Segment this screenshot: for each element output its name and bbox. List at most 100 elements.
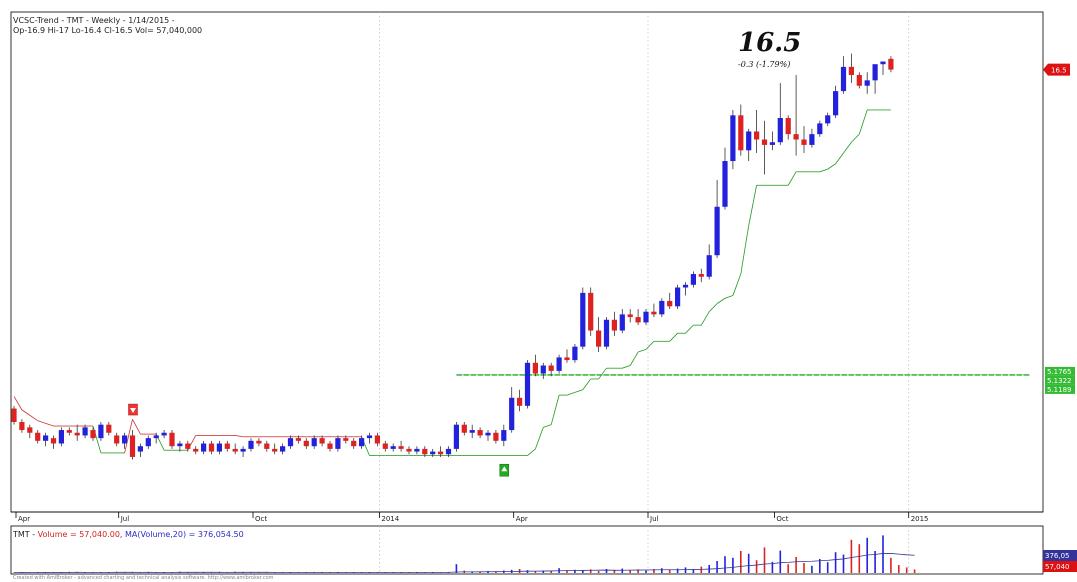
candle-up: [730, 115, 736, 162]
trail-stop-segment: [527, 448, 536, 456]
candle-down: [295, 438, 301, 441]
candle-up: [122, 435, 128, 444]
candle-up: [572, 346, 578, 361]
ohlc-readout: Op-16.9 Hi-17 Lo-16.4 Cl-16.5 Vol= 57,04…: [13, 26, 203, 35]
sell-arrow-icon: [130, 408, 136, 414]
candle-up: [619, 314, 625, 331]
candle-down: [114, 435, 120, 444]
x-tick-label: Jul: [649, 515, 659, 523]
trail-stop-segment: [700, 311, 710, 326]
trail-stop-segment: [835, 152, 844, 164]
trail-stop-segment: [37, 420, 46, 424]
trail-stop-segment: [535, 427, 544, 450]
trail-stop-segment: [827, 163, 836, 170]
candle-down: [611, 319, 617, 331]
candle-up: [690, 274, 696, 285]
trail-stop-segment: [740, 225, 750, 275]
price-pane-frame: [10, 11, 1044, 513]
candle-down: [532, 362, 538, 374]
candle-down: [11, 408, 17, 422]
candle-down: [256, 440, 262, 444]
candle-up: [840, 66, 847, 92]
candle-down: [90, 430, 96, 439]
candle-up: [659, 300, 665, 315]
trail-stop-segment: [132, 419, 141, 435]
x-tick-label: 2014: [381, 515, 399, 523]
trail-stop-segment: [858, 109, 868, 135]
support-tag-label: 5.1765: [1047, 368, 1072, 376]
trail-stop-segment: [543, 424, 552, 428]
candle-up: [153, 435, 159, 439]
candle-down: [754, 131, 760, 140]
candle-up: [280, 446, 286, 452]
candle-up: [414, 448, 420, 452]
candle-up: [817, 123, 823, 135]
candle-down: [548, 365, 554, 371]
candle-down: [738, 115, 744, 151]
candle-up: [201, 443, 207, 452]
candle-down: [264, 443, 270, 449]
trail-stop-segment: [21, 409, 31, 416]
chart-title: VCSC-Trend - TMT - Weekly - 1/14/2015 -: [13, 16, 175, 25]
candle-up: [872, 64, 878, 81]
candle-down: [856, 74, 862, 86]
candle-down: [208, 443, 215, 452]
candle-up: [137, 446, 143, 452]
trail-stop-segment: [598, 367, 607, 380]
candle-down: [438, 451, 444, 455]
candle-down: [319, 438, 325, 444]
price-change: -0.3 (-1.79%): [738, 60, 791, 69]
candle-down: [588, 292, 594, 331]
candle-down: [651, 311, 657, 315]
trail-stop-segment: [124, 419, 133, 454]
candle-down: [27, 427, 33, 433]
candle-down: [793, 134, 799, 140]
volume-tag-label: 57,040: [1045, 563, 1070, 571]
candle-up: [643, 311, 649, 323]
support-tag-label: 5.1189: [1047, 386, 1072, 394]
candle-down: [106, 424, 112, 433]
candle-down: [185, 443, 191, 449]
candle-down: [327, 443, 333, 449]
trail-stop-segment: [787, 171, 797, 186]
candle-down: [667, 300, 673, 307]
candle-down: [801, 139, 807, 145]
candle-up: [240, 448, 246, 452]
candle-up: [809, 134, 815, 145]
trail-stop-segment: [13, 396, 23, 411]
candle-up: [769, 142, 775, 145]
volume-ma-tag: [1043, 550, 1077, 561]
trail-stop-segment: [29, 414, 38, 421]
candle-down: [50, 438, 57, 444]
candle-down: [517, 397, 523, 406]
candle-up: [524, 362, 531, 406]
x-tick-label: 2015: [911, 515, 929, 523]
candle-down: [351, 440, 357, 447]
x-tick-label: Oct: [776, 515, 788, 523]
candle-down: [888, 58, 894, 70]
last-price-tag-label: 16.5: [1051, 67, 1067, 75]
candle-up: [248, 440, 254, 449]
trail-stop-segment: [550, 394, 560, 425]
candle-up: [390, 446, 396, 449]
volume-title: TMT - Volume = 57,040.00, MA(Volume,20) …: [13, 530, 244, 539]
candle-down: [66, 430, 72, 433]
trail-stop-segment: [843, 141, 852, 154]
volume-ma-line: [13, 553, 915, 573]
candle-up: [777, 118, 783, 143]
last-price-tag: [1043, 63, 1070, 76]
candle-down: [374, 435, 380, 444]
credit-footer: Created with AmiBroker - advanced charti…: [13, 575, 274, 581]
candle-up: [430, 451, 436, 455]
candle-down: [477, 430, 483, 436]
candle-down: [761, 139, 768, 145]
candle-up: [556, 357, 562, 371]
candle-up: [722, 161, 728, 207]
candle-down: [398, 446, 404, 449]
candle-up: [359, 438, 365, 447]
support-tag-label: 5.1322: [1047, 377, 1072, 385]
x-tick-label: Oct: [255, 515, 267, 523]
candle-down: [493, 432, 499, 441]
candle-down: [272, 448, 278, 452]
